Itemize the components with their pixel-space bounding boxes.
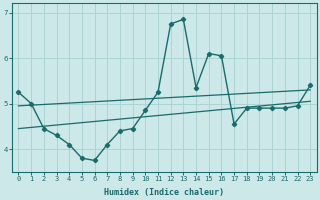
X-axis label: Humidex (Indice chaleur): Humidex (Indice chaleur)	[104, 188, 224, 197]
